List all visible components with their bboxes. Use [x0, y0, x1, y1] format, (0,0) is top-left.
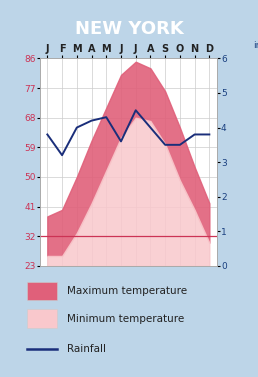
Text: NEW YORK: NEW YORK: [75, 20, 183, 38]
Bar: [27, 282, 57, 300]
Bar: [27, 310, 57, 328]
Text: Rainfall: Rainfall: [67, 344, 106, 354]
Text: Minimum temperature: Minimum temperature: [67, 314, 184, 323]
Text: Maximum temperature: Maximum temperature: [67, 286, 187, 296]
Text: ins: ins: [253, 41, 258, 50]
